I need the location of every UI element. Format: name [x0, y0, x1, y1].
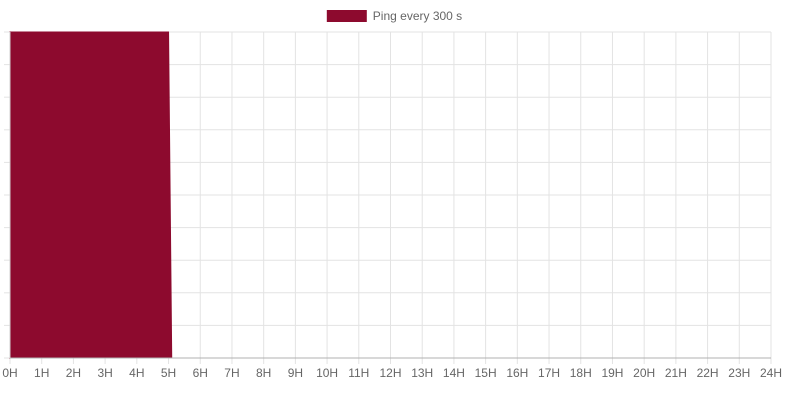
legend-label[interactable]: Ping every 300 s [373, 9, 462, 23]
x-tick-label: 4H [129, 366, 144, 380]
x-tick-label: 13H [411, 366, 433, 380]
x-tick-label: 21H [665, 366, 687, 380]
x-tick-label: 2H [66, 366, 81, 380]
series-layer [9, 31, 173, 359]
legend[interactable]: Ping every 300 s [326, 9, 462, 23]
x-tick-label: 3H [97, 366, 112, 380]
x-tick-label: 23H [728, 366, 750, 380]
x-tick-label: 7H [224, 366, 239, 380]
x-tick-label: 19H [601, 366, 623, 380]
x-tick-label: 5H [161, 366, 176, 380]
x-tick-label: 16H [506, 366, 528, 380]
x-tick-label: 12H [379, 366, 401, 380]
x-tick-label: 10H [316, 366, 338, 380]
x-tick-label: 24H [760, 366, 782, 380]
x-tick-label: 22H [697, 366, 719, 380]
x-tick-label: 9H [288, 366, 303, 380]
x-tick-label: 0H [2, 366, 17, 380]
axes: 0H 1H 2H 3H 4H 5H 6H 7H 8H 9H 10H 11H 12H 13H 14H 15H 16… [2, 32, 782, 380]
x-tick-label: 11H [348, 366, 369, 380]
x-tick-label: 14H [443, 366, 465, 380]
x-tick-label: 8H [256, 366, 271, 380]
x-tick-label: 18H [570, 366, 592, 380]
x-tick-label: 6H [193, 366, 208, 380]
x-tick-label: 1H [34, 366, 49, 380]
x-tick-label: 17H [538, 366, 560, 380]
x-tick-label: 15H [475, 366, 497, 380]
legend-swatch[interactable] [326, 10, 367, 22]
area-series-ping [9, 31, 173, 359]
x-tick-label: 20H [633, 366, 655, 380]
